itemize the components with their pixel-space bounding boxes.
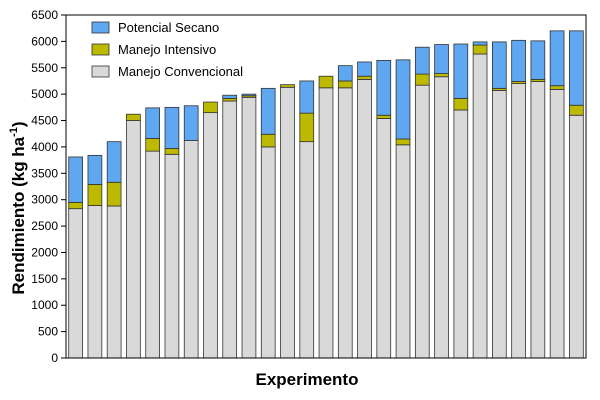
bar-segment-potencial-secano-11 bbox=[260, 87, 276, 135]
legend-swatch-manejo-convencional bbox=[91, 65, 110, 78]
bar-segment-manejo-intensivo-22 bbox=[472, 44, 488, 55]
bar-segment-potencial-secano-22 bbox=[472, 41, 488, 46]
bar-segment-potencial-secano-23 bbox=[491, 41, 507, 89]
bar-segment-manejo-convencional-5 bbox=[145, 150, 160, 359]
bar-segment-manejo-convencional-1 bbox=[68, 208, 83, 359]
bar-segment-manejo-intensivo-5 bbox=[145, 138, 160, 152]
legend-swatch-manejo-intensivo bbox=[91, 43, 110, 56]
bar-segment-manejo-convencional-24 bbox=[511, 83, 526, 359]
y-tick-label: 1500 bbox=[31, 272, 58, 286]
bar-segment-manejo-convencional-8 bbox=[203, 112, 218, 359]
bar-segment-manejo-convencional-9 bbox=[222, 100, 238, 359]
bar-segment-manejo-intensivo-21 bbox=[453, 97, 469, 111]
bar-segment-manejo-intensivo-2 bbox=[87, 183, 103, 206]
y-tick-label: 6000 bbox=[31, 34, 58, 48]
bar-segment-manejo-convencional-22 bbox=[472, 53, 488, 359]
bar-segment-manejo-intensivo-1 bbox=[68, 201, 83, 210]
bar-segment-manejo-convencional-26 bbox=[549, 89, 565, 359]
bar-segment-manejo-intensivo-11 bbox=[260, 133, 276, 148]
y-tick-label: 4500 bbox=[31, 114, 58, 128]
bar-segment-potencial-secano-15 bbox=[337, 65, 353, 82]
bar-segment-potencial-secano-1 bbox=[68, 156, 83, 203]
bars-group bbox=[68, 30, 584, 359]
bar-segment-potencial-secano-5 bbox=[145, 107, 160, 139]
bar-segment-potencial-secano-27 bbox=[569, 30, 584, 106]
y-tick-label: 3000 bbox=[31, 193, 58, 207]
bar-segment-manejo-intensivo-14 bbox=[318, 75, 334, 89]
bar-segment-manejo-convencional-14 bbox=[318, 87, 334, 359]
legend-swatch-potencial-secano bbox=[91, 21, 110, 34]
bar-segment-manejo-convencional-3 bbox=[106, 205, 122, 359]
legend: Potencial Secano Manejo Intensivo Manejo… bbox=[91, 20, 243, 79]
y-tick-label: 6500 bbox=[31, 8, 58, 22]
bar-segment-potencial-secano-21 bbox=[453, 43, 469, 99]
bar-segment-manejo-convencional-4 bbox=[126, 120, 141, 359]
bar-segment-manejo-convencional-16 bbox=[357, 78, 372, 359]
bar-segment-manejo-intensivo-18 bbox=[395, 138, 411, 146]
bar-segment-manejo-convencional-7 bbox=[183, 140, 199, 359]
bar-segment-manejo-intensivo-12 bbox=[280, 84, 295, 88]
bar-segment-potencial-secano-16 bbox=[357, 61, 372, 77]
bar-segment-manejo-convencional-6 bbox=[164, 153, 180, 359]
y-tick-label: 3500 bbox=[31, 166, 58, 180]
bar-segment-potencial-secano-24 bbox=[511, 39, 526, 82]
bar-segment-manejo-convencional-2 bbox=[87, 205, 103, 359]
x-axis-title: Experimento bbox=[256, 370, 359, 389]
bar-segment-potencial-secano-3 bbox=[106, 141, 122, 183]
bar-segment-manejo-intensivo-3 bbox=[106, 181, 122, 207]
plot-frame bbox=[65, 14, 587, 359]
bar-segment-potencial-secano-10 bbox=[241, 93, 257, 97]
bar-segment-potencial-secano-17 bbox=[376, 59, 392, 116]
bar-segment-potencial-secano-19 bbox=[414, 46, 430, 75]
bar-segment-manejo-intensivo-26 bbox=[549, 85, 565, 90]
bar-segment-potencial-secano-2 bbox=[87, 154, 103, 185]
bar-segment-manejo-convencional-17 bbox=[376, 118, 392, 359]
bar-segment-potencial-secano-13 bbox=[299, 80, 315, 114]
y-axis-ticks: 0 500 1000 1500 2000 2500 3000 3500 4000 4500 5000… bbox=[31, 8, 66, 365]
bar-segment-manejo-intensivo-13 bbox=[299, 112, 315, 143]
bar-segment-manejo-intensivo-27 bbox=[569, 104, 584, 116]
y-tick-label: 500 bbox=[38, 325, 58, 339]
y-tick-label: 2000 bbox=[31, 245, 58, 259]
bar-segment-manejo-convencional-23 bbox=[491, 90, 507, 359]
bar-segment-manejo-intensivo-17 bbox=[376, 114, 392, 119]
y-tick-label: 5000 bbox=[31, 87, 58, 101]
y-tick-label: 2500 bbox=[31, 219, 58, 233]
y-axis-title: Rendimiento (kg ha-1) bbox=[8, 121, 28, 294]
bar-segment-manejo-convencional-21 bbox=[453, 109, 469, 359]
bar-segment-manejo-intensivo-15 bbox=[337, 80, 353, 89]
bar-segment-manejo-convencional-11 bbox=[260, 146, 276, 359]
bar-segment-manejo-intensivo-16 bbox=[357, 75, 372, 80]
y-tick-label: 0 bbox=[51, 351, 58, 365]
bar-segment-manejo-convencional-27 bbox=[569, 114, 584, 359]
bar-segment-manejo-convencional-15 bbox=[337, 87, 353, 359]
bar-segment-manejo-convencional-20 bbox=[434, 76, 449, 359]
bar-segment-potencial-secano-25 bbox=[530, 40, 546, 80]
y-tick-label: 1000 bbox=[31, 298, 58, 312]
bar-segment-manejo-intensivo-4 bbox=[126, 113, 141, 121]
bar-segment-potencial-secano-7 bbox=[183, 105, 199, 141]
bar-segment-potencial-secano-20 bbox=[434, 44, 449, 74]
bar-segment-manejo-intensivo-6 bbox=[164, 148, 180, 155]
y-tick-label: 4000 bbox=[31, 140, 58, 154]
bar-segment-manejo-intensivo-8 bbox=[203, 101, 218, 114]
legend-label-manejo-intensivo: Manejo Intensivo bbox=[118, 42, 216, 57]
bar-segment-potencial-secano-9 bbox=[222, 94, 238, 99]
bar-segment-manejo-convencional-18 bbox=[395, 144, 411, 359]
bar-segment-manejo-convencional-19 bbox=[414, 84, 430, 359]
legend-label-manejo-convencional: Manejo Convencional bbox=[118, 64, 243, 79]
bar-segment-potencial-secano-6 bbox=[164, 106, 180, 149]
bar-segment-potencial-secano-18 bbox=[395, 59, 411, 140]
bar-segment-manejo-convencional-25 bbox=[530, 81, 546, 359]
bar-segment-manejo-intensivo-19 bbox=[414, 73, 430, 86]
bar-segment-manejo-convencional-12 bbox=[280, 86, 295, 359]
bar-segment-potencial-secano-26 bbox=[549, 30, 565, 87]
bar-segment-manejo-intensivo-20 bbox=[434, 73, 449, 78]
bar-segment-manejo-convencional-10 bbox=[241, 96, 257, 359]
bar-segment-manejo-convencional-13 bbox=[299, 141, 315, 359]
y-tick-label: 5500 bbox=[31, 61, 58, 75]
legend-label-potencial-secano: Potencial Secano bbox=[118, 20, 219, 35]
